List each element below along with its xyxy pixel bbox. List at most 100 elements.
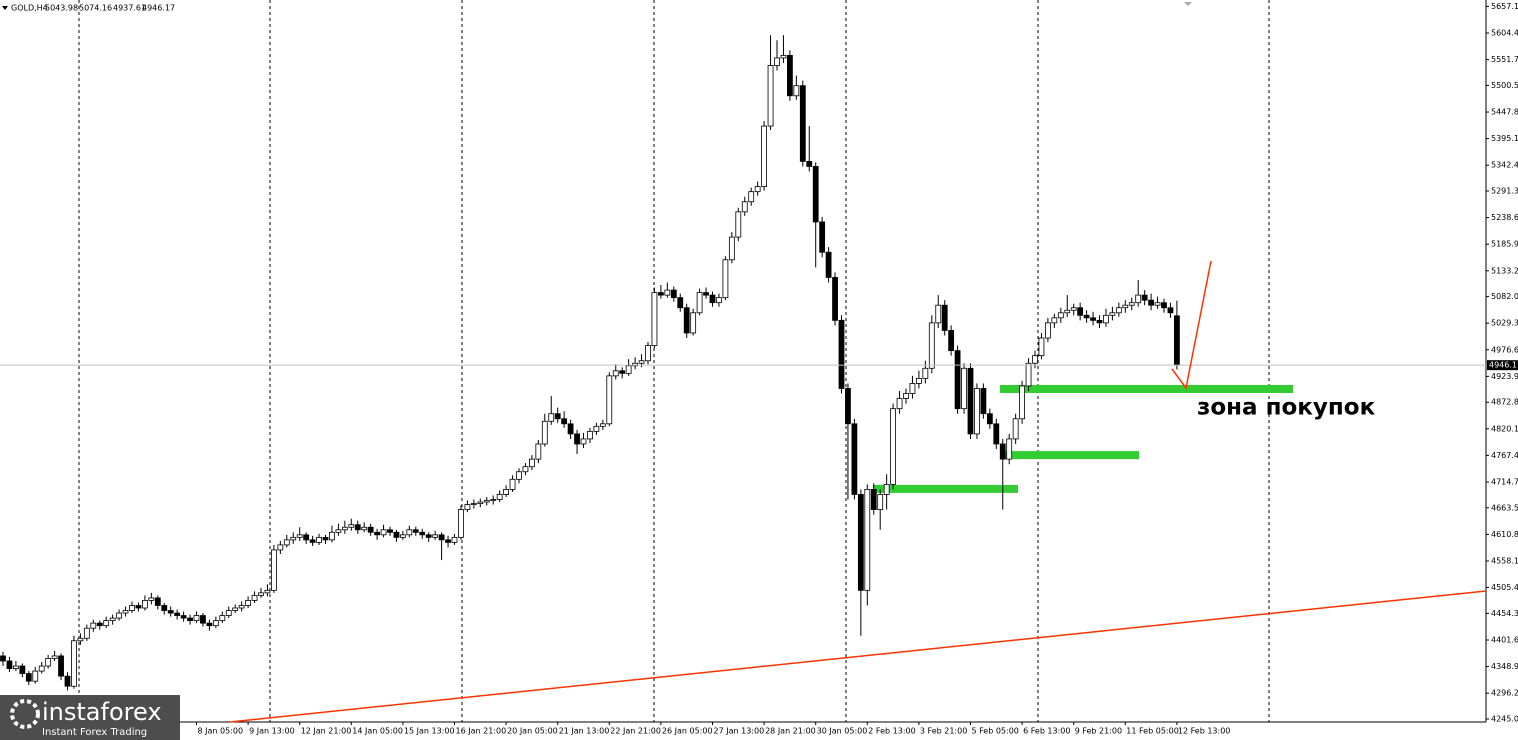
- candle-body: [612, 370, 619, 377]
- candle-body: [316, 536, 322, 543]
- y-tick-label: 5082.05: [1491, 292, 1518, 301]
- candle-body: [896, 398, 903, 410]
- x-tick-label: 9 Jan 13:00: [249, 727, 295, 736]
- y-tick-label: 5604.40: [1491, 29, 1518, 38]
- y-tick-label: 4296.20: [1491, 689, 1518, 698]
- candle-body: [1070, 307, 1077, 311]
- period-separators: [78, 0, 1270, 722]
- candle-body: [625, 365, 632, 374]
- candle-body: [1122, 304, 1129, 309]
- candle-body: [1161, 302, 1167, 309]
- trend-line: [229, 590, 1487, 723]
- candle-body: [206, 622, 213, 627]
- candle-body: [335, 529, 342, 533]
- x-tick-label: 26 Jan 05:00: [662, 727, 713, 736]
- candle-body: [561, 418, 568, 425]
- y-tick-label: 4872.80: [1491, 398, 1518, 407]
- x-tick-label: 11 Feb 05:00: [1126, 727, 1178, 736]
- candle-body: [877, 494, 884, 510]
- candle-body: [309, 539, 316, 543]
- candle-body: [935, 304, 942, 324]
- candle-body: [1045, 322, 1051, 339]
- y-tick-label: 5342.45: [1491, 161, 1518, 170]
- candle-body: [567, 423, 574, 435]
- x-tick-label: 9 Feb 21:00: [1075, 727, 1122, 736]
- candle-body: [232, 607, 239, 611]
- candle-body: [787, 55, 793, 97]
- candle-body: [774, 57, 780, 66]
- candle-body: [464, 504, 471, 510]
- candle-body: [380, 529, 387, 536]
- y-tick-label: 4505.45: [1491, 583, 1518, 592]
- y-tick-label: 5551.70: [1491, 55, 1518, 64]
- candle-body: [1174, 315, 1180, 366]
- candle-body: [90, 622, 97, 629]
- candle-body: [535, 443, 542, 460]
- symbol-marker: [2, 6, 8, 10]
- candle-body: [1090, 317, 1096, 321]
- candle-body: [109, 617, 116, 622]
- candle-body: [503, 489, 510, 495]
- candle-body: [728, 236, 735, 261]
- buy-zone: [873, 484, 1018, 493]
- candle-body: [122, 610, 129, 614]
- candle-body: [1051, 317, 1058, 324]
- y-tick-label: 4663.55: [1491, 503, 1518, 512]
- candle-body: [922, 367, 929, 379]
- candle-body: [496, 494, 503, 500]
- candle-body: [341, 526, 348, 531]
- candle-body: [51, 655, 58, 659]
- candle-body: [367, 526, 374, 533]
- plot: [0, 35, 1486, 691]
- y-tick-label: 4610.85: [1491, 530, 1518, 539]
- candle-body: [645, 345, 651, 362]
- x-tick-label: 15 Jan 13:00: [404, 727, 455, 736]
- candle-body: [587, 430, 593, 440]
- candle-body: [483, 500, 490, 503]
- candle-body: [580, 438, 587, 445]
- candle-body: [419, 531, 426, 536]
- candle-body: [554, 413, 561, 420]
- y-tick-label: 4245.05: [1491, 714, 1518, 723]
- candle-body: [825, 251, 832, 278]
- arrow: [1171, 260, 1212, 390]
- candle-body: [767, 65, 774, 127]
- y-tick-label: 5029.35: [1491, 319, 1518, 328]
- candle-body: [303, 534, 310, 541]
- candle-body: [12, 665, 19, 669]
- annotation: зона покупок: [1197, 395, 1376, 421]
- candle-body: [258, 592, 264, 596]
- candle-body: [845, 388, 851, 425]
- logo: [10, 699, 40, 729]
- y-tick-label: 5395.15: [1491, 134, 1518, 143]
- candle-body: [799, 85, 806, 162]
- candle-body: [690, 312, 697, 334]
- candle-body: [735, 211, 742, 238]
- candle-body: [1019, 385, 1025, 420]
- candle-body: [399, 534, 406, 538]
- x-tick-label: 12 Jan 21:00: [301, 727, 352, 736]
- candle-body: [290, 536, 297, 541]
- candle-body: [632, 362, 638, 367]
- y-tick-label: 4820.10: [1491, 424, 1518, 433]
- candle-body: [999, 443, 1006, 460]
- candle-body: [329, 531, 335, 541]
- y-tick-label: 4401.60: [1491, 635, 1518, 644]
- candle-body: [270, 549, 277, 591]
- candle-body: [670, 289, 677, 299]
- candle-body: [174, 612, 181, 616]
- candle-body: [1135, 294, 1142, 304]
- candle-body: [348, 524, 355, 528]
- candle-body: [638, 360, 645, 364]
- candle-body: [129, 605, 135, 611]
- candle-body: [812, 166, 819, 223]
- candle-body: [870, 489, 877, 510]
- candle-body: [522, 466, 529, 473]
- price-label: 4946.17: [1489, 361, 1518, 370]
- x-tick-label: 6 Feb 13:00: [1023, 727, 1070, 736]
- candle-body: [748, 191, 755, 203]
- x-tick-label: 20 Jan 05:00: [507, 727, 558, 736]
- candle-body: [96, 622, 103, 627]
